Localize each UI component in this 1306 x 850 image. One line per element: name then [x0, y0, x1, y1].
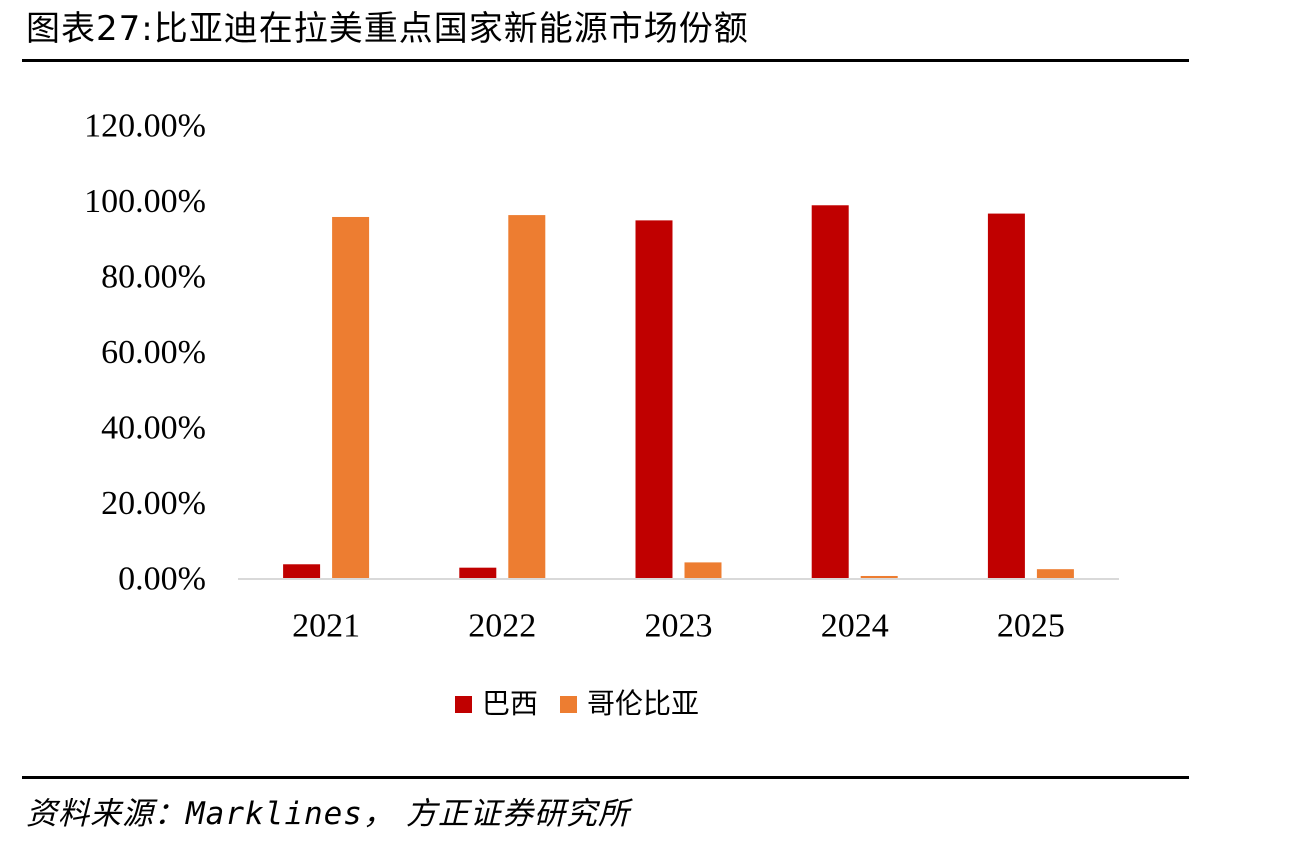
y-tick-label: 0.00% [118, 561, 206, 598]
source-name: Marklines [186, 796, 363, 832]
x-tick-label: 2022 [468, 608, 536, 645]
legend-label-brazil: 巴西 [482, 687, 539, 720]
bar-colombia-2021 [332, 216, 370, 580]
y-tick-label: 120.00% [84, 108, 206, 145]
top-rule [22, 59, 1189, 62]
chart-legend: 巴西 哥伦比亚 [455, 684, 721, 724]
x-tick-label: 2024 [821, 608, 889, 645]
source-prefix: 资料来源： [26, 796, 186, 832]
y-tick-label: 20.00% [101, 485, 206, 522]
bar-chart: 0.00% 20.00% 40.00% 60.00% 80.00% 100.00% 120.… [84, 108, 1119, 645]
legend-label-colombia: 哥伦比亚 [587, 687, 700, 720]
bar-colombia-2024 [860, 575, 898, 579]
y-tick-label: 40.00% [101, 410, 206, 447]
bottom-rule [22, 776, 1189, 779]
x-tick-label: 2025 [997, 608, 1065, 645]
legend-item-brazil: 巴西 [455, 684, 538, 724]
legend-swatch-colombia [560, 695, 578, 713]
x-tick-label: 2021 [292, 608, 360, 645]
y-tick-label: 80.00% [101, 259, 206, 296]
bar-colombia-2022 [508, 215, 546, 579]
bar-brazil-2025 [987, 213, 1025, 579]
source-suffix: ， 方正证券研究所 [362, 796, 630, 832]
legend-swatch-brazil [455, 695, 472, 713]
legend-item-colombia: 哥伦比亚 [560, 684, 699, 724]
bar-brazil-2024 [811, 205, 849, 579]
y-tick-label: 60.00% [101, 334, 206, 371]
y-tick-label: 100.00% [84, 183, 206, 220]
figure-title: 图表27:比亚迪在拉美重点国家新能源市场份额 [26, 9, 749, 49]
bar-brazil-2023 [635, 220, 673, 579]
bar-brazil-2022 [459, 567, 497, 579]
source-note: 资料来源：Marklines， 方正证券研究所 [26, 792, 630, 836]
x-tick-label: 2023 [645, 608, 713, 645]
bar-colombia-2025 [1036, 569, 1074, 579]
bar-colombia-2023 [684, 562, 722, 579]
bar-brazil-2021 [283, 564, 321, 579]
